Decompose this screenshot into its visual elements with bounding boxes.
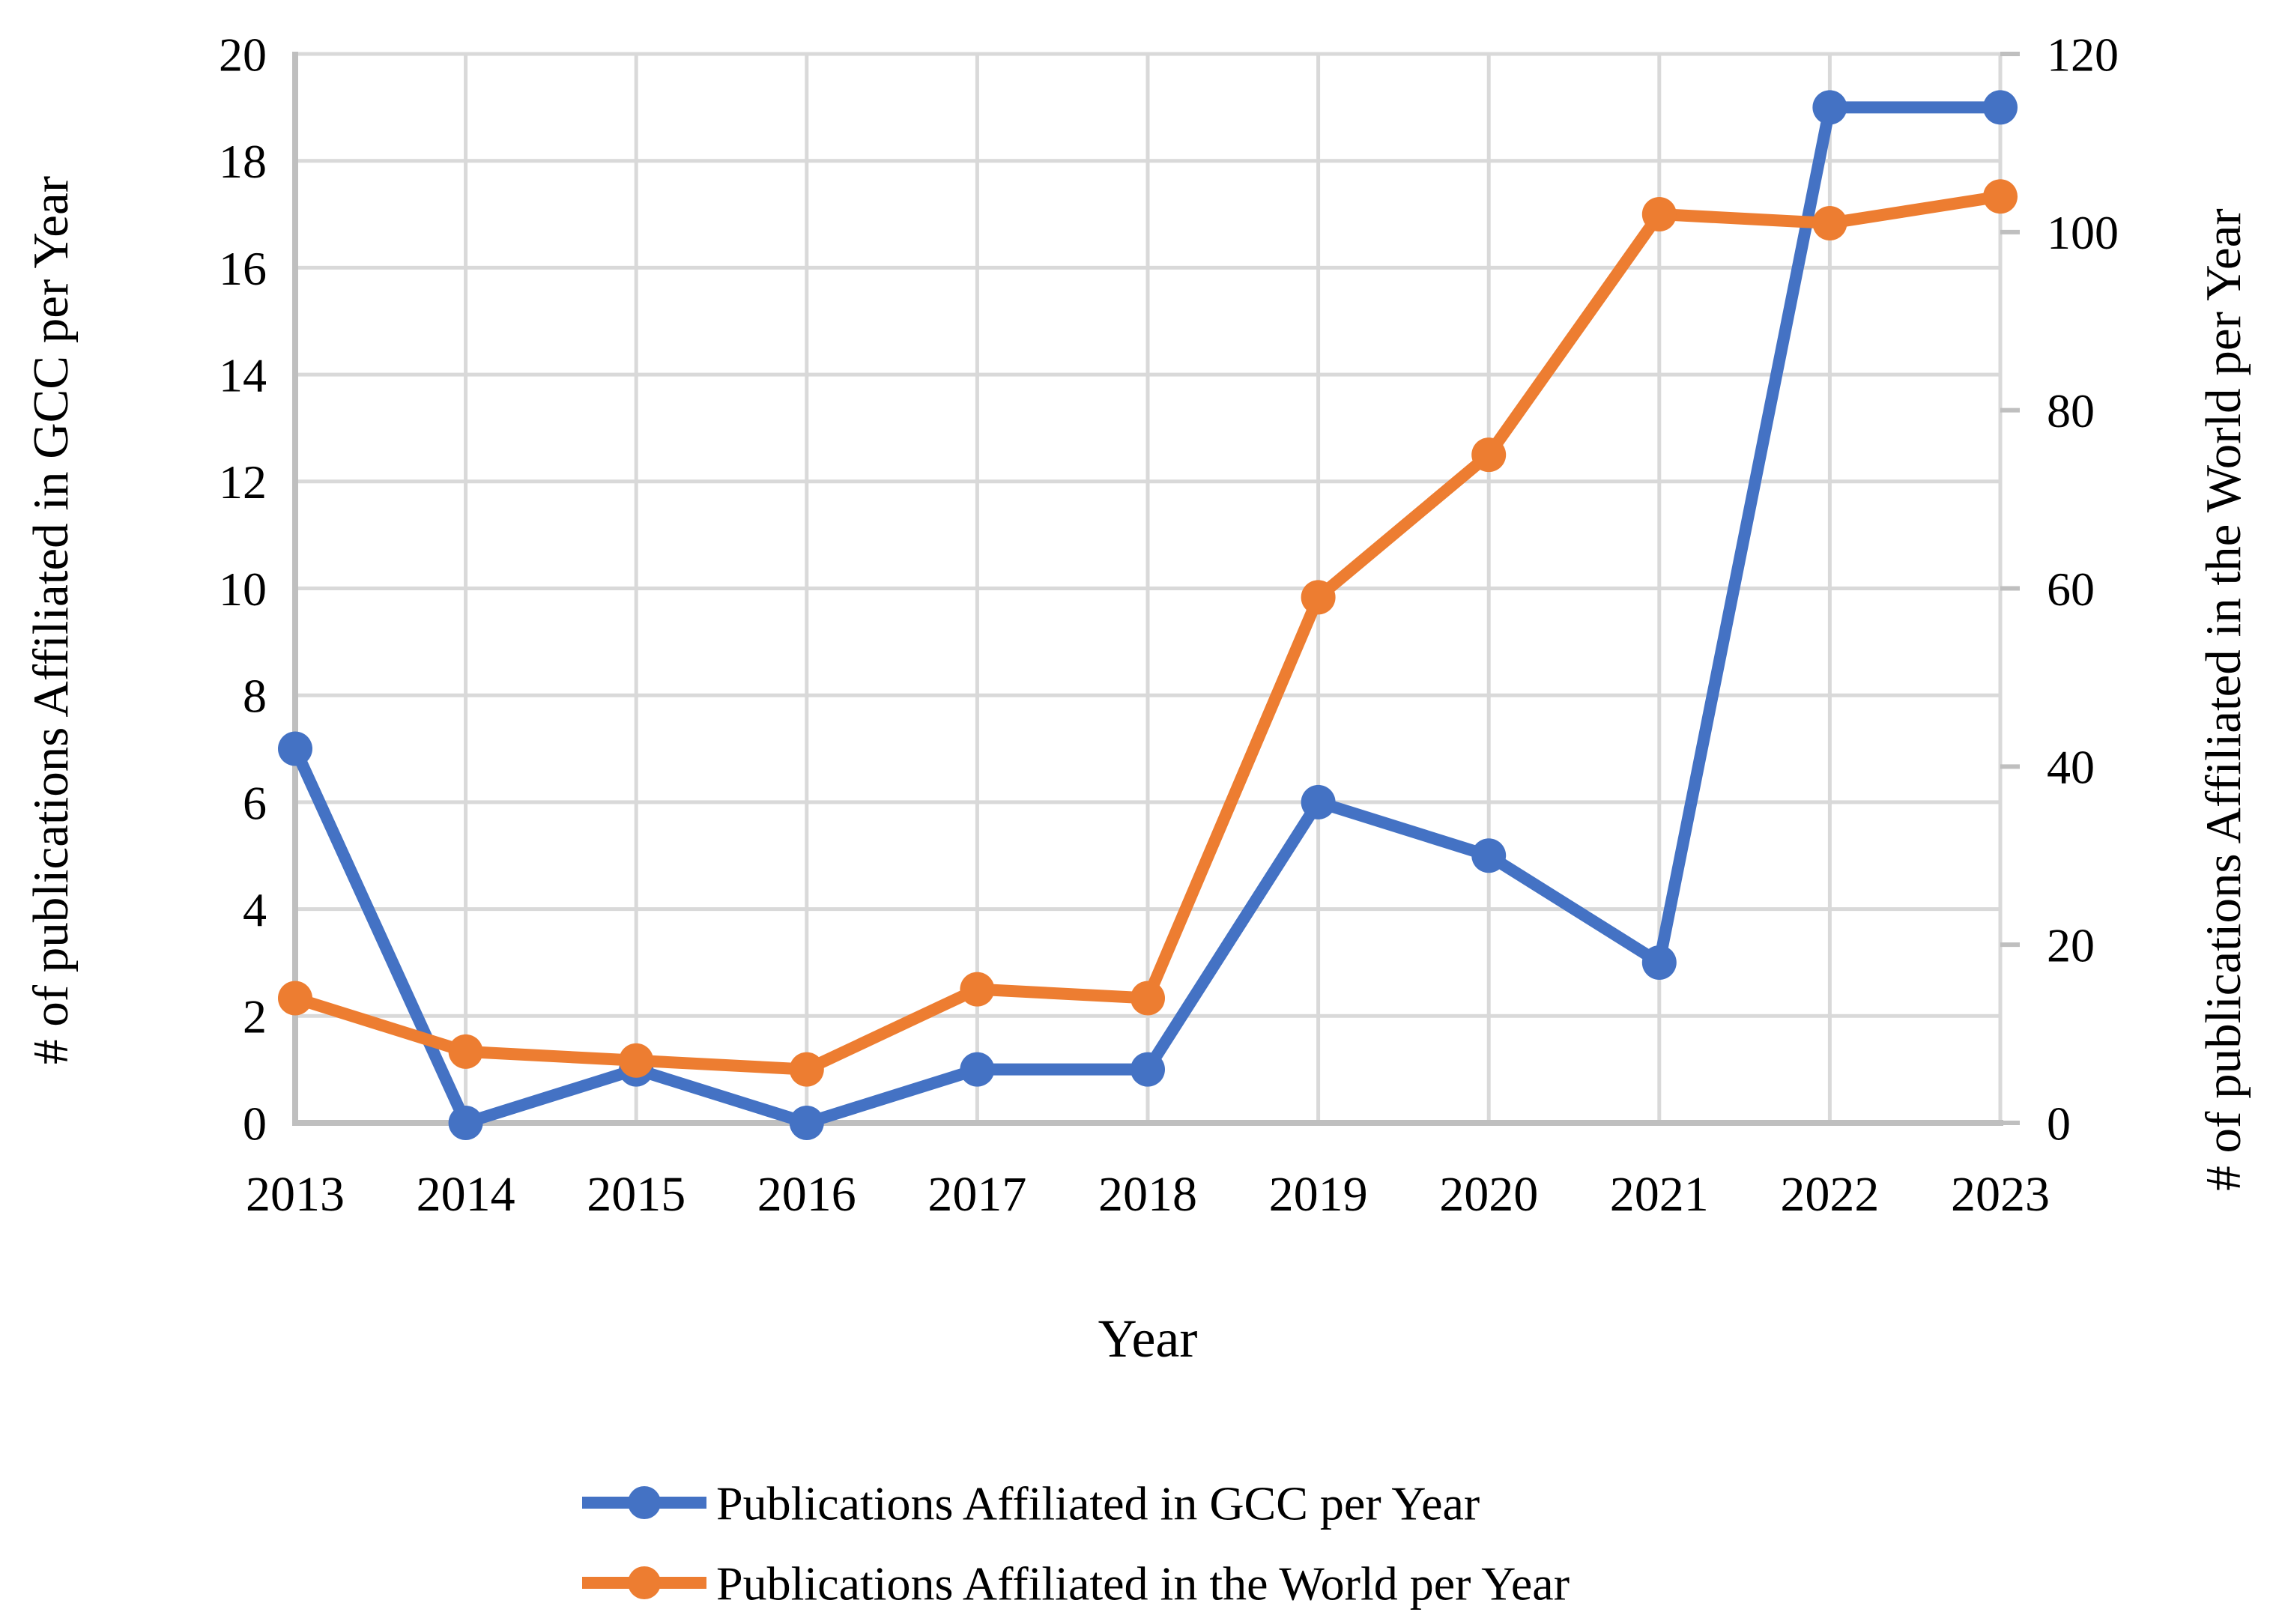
legend-marker-dot [628, 1566, 661, 1599]
x-axis-title: Year [1098, 1309, 1198, 1369]
data-point-marker-world [1471, 437, 1507, 473]
data-point-marker-world [1812, 205, 1847, 240]
series-group [278, 90, 2018, 1140]
y-left-tick-label: 16 [219, 242, 267, 295]
data-point-marker-world [1131, 981, 1165, 1016]
x-tick-label: 2020 [1439, 1167, 1538, 1222]
legend-label: Publications Affiliated in the World per… [716, 1557, 1570, 1610]
y-left-tick-label: 2 [243, 990, 267, 1043]
y-right-tick-label: 80 [2047, 384, 2095, 437]
y-axis-right-title: # of publications Affiliated in the Worl… [2196, 208, 2251, 1190]
data-point-marker-gcc [1641, 945, 1677, 980]
x-tick-label: 2014 [417, 1167, 515, 1222]
y-left-tick-label: 20 [219, 28, 267, 81]
y-left-tick-label: 14 [219, 349, 267, 402]
legend: Publications Affiliated in GCC per Year P… [582, 1476, 1570, 1610]
legend-label: Publications Affiliated in GCC per Year [716, 1476, 1480, 1530]
data-point-marker-gcc [1983, 90, 2018, 125]
data-point-marker-gcc [1301, 784, 1336, 819]
x-tick-label: 2013 [246, 1167, 345, 1222]
x-tick-label: 2015 [587, 1167, 685, 1222]
gridlines [295, 52, 2003, 1123]
x-tick-label: 2017 [927, 1167, 1026, 1222]
data-point-marker-gcc [1812, 90, 1847, 125]
data-point-marker-world [789, 1052, 824, 1087]
x-tick-label: 2023 [1951, 1167, 2050, 1222]
y-left-tick-label: 12 [219, 455, 267, 509]
y-right-tick-label: 120 [2047, 28, 2119, 81]
data-point-marker-gcc [448, 1106, 483, 1140]
data-point-marker-gcc [1471, 838, 1507, 873]
x-axis-ticklabels: 2013 2014 2015 2016 2017 2018 2019 2020 2021 2022… [246, 1167, 2050, 1222]
data-point-marker-gcc [278, 731, 312, 766]
x-tick-label: 2022 [1780, 1167, 1879, 1222]
x-tick-label: 2019 [1269, 1167, 1368, 1222]
data-point-marker-gcc [789, 1106, 824, 1140]
x-tick-label: 2018 [1098, 1167, 1197, 1222]
y-left-tick-label: 4 [243, 883, 267, 936]
data-point-marker-world [960, 972, 995, 1007]
x-tick-label: 2021 [1610, 1167, 1709, 1222]
data-point-marker-world [1641, 197, 1677, 232]
y-left-tick-label: 8 [243, 670, 267, 723]
y-axis-left-ticklabels: 0 2 4 6 8 10 12 14 16 18 20 [219, 28, 267, 1150]
data-point-marker-world [1983, 179, 2018, 214]
y-right-tick-label: 40 [2047, 741, 2095, 794]
legend-item-world: Publications Affiliated in the World per… [582, 1557, 1570, 1610]
y-axis-left-title: # of publications Affiliated in GCC per … [30, 176, 79, 1064]
y-left-tick-label: 10 [219, 563, 267, 616]
y-right-tick-label: 100 [2047, 206, 2119, 259]
y-right-tick-label: 20 [2047, 919, 2095, 972]
right-axis-ticks [2000, 52, 2020, 1125]
y-right-tick-label: 0 [2047, 1097, 2071, 1150]
y-left-tick-label: 18 [219, 135, 267, 188]
axis-lines [292, 52, 2003, 1126]
data-point-marker-gcc [960, 1052, 995, 1087]
y-right-tick-label: 60 [2047, 563, 2095, 616]
dual-axis-line-chart: 0 2 4 6 8 10 12 14 16 18 20 0 20 40 60 80 100 120 2013 20… [30, 12, 2273, 1612]
legend-marker-dot [628, 1486, 661, 1519]
y-left-tick-label: 0 [243, 1097, 267, 1150]
series-world [278, 179, 2018, 1087]
data-point-marker-world [619, 1043, 654, 1078]
data-point-marker-world [278, 981, 312, 1016]
data-point-marker-gcc [1131, 1052, 1165, 1087]
x-tick-label: 2016 [757, 1167, 856, 1222]
series-gcc [278, 90, 2018, 1140]
legend-item-gcc: Publications Affiliated in GCC per Year [582, 1476, 1480, 1530]
data-point-marker-world [1301, 580, 1336, 615]
y-left-tick-label: 6 [243, 776, 267, 829]
y-axis-right-ticklabels: 0 20 40 60 80 100 120 [2047, 28, 2119, 1150]
data-point-marker-world [448, 1034, 483, 1069]
